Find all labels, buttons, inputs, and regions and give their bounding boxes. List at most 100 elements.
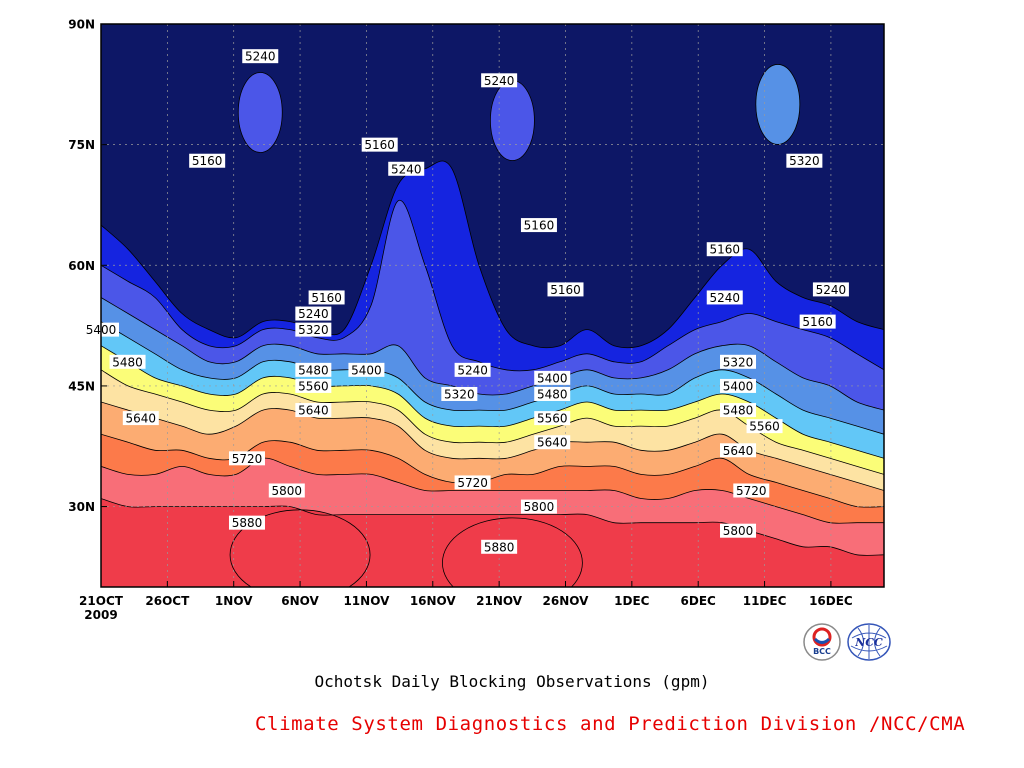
contour-label: 5800 [520, 499, 557, 514]
contour-label: 5320 [441, 386, 478, 401]
bcc-logo: BCC [803, 623, 841, 661]
contour-label-text: 5320 [298, 323, 329, 337]
closed-region-5240 [237, 72, 283, 153]
contour-label: 5720 [228, 451, 265, 466]
contour-label-text: 5720 [457, 476, 488, 490]
contour-label: 5400 [720, 378, 757, 393]
bcc-logo-text: BCC [813, 647, 831, 656]
contour-label-text: 5640 [537, 436, 568, 450]
contour-fills [101, 24, 884, 587]
contour-label: 5640 [295, 403, 332, 418]
contour-label-text: 5400 [351, 363, 382, 377]
plot-frame [100, 23, 885, 588]
x-tick-label: 26NOV [543, 594, 590, 608]
ncc-logo: NCC [847, 623, 891, 661]
contour-label-text: 5640 [723, 444, 754, 458]
contour-label: 5560 [746, 419, 783, 434]
y-axis: 30N 45N 60N 75N 90N [68, 18, 107, 514]
contour-label-text: 5560 [749, 420, 780, 434]
y-tick-label: 30N [68, 500, 95, 514]
closed-region-5320 [755, 64, 801, 145]
contour-label: 5160 [520, 218, 557, 233]
contour-label: 5160 [547, 282, 584, 297]
contour-label-text: 5240 [391, 162, 422, 176]
contour-label-text: 5640 [126, 412, 157, 426]
contour-label: 5240 [295, 306, 332, 321]
contour-label-text: 5480 [112, 355, 143, 369]
contour-label-text: 5160 [802, 315, 833, 329]
contour-label-text: 5160 [311, 291, 342, 305]
contour-label-text: 5160 [550, 283, 581, 297]
contour-label-text: 5880 [484, 540, 515, 554]
x-tick-label: 1DEC [614, 594, 650, 608]
x-year-label: 2009 [84, 608, 117, 622]
contour-label: 5720 [733, 483, 770, 498]
contour-label: 5640 [720, 443, 757, 458]
contour-label-text: 5320 [444, 387, 475, 401]
contour-label: 5880 [228, 515, 265, 530]
contour-label-text: 5560 [298, 379, 329, 393]
contour-label-text: 5240 [484, 74, 515, 88]
y-tick-label: 90N [68, 18, 95, 32]
x-tick-label: 21NOV [476, 594, 523, 608]
contour-label-text: 5480 [723, 404, 754, 418]
contour-label: 5320 [786, 153, 823, 168]
contour-label-text: 5400 [723, 379, 754, 393]
x-tick-label: 6NOV [281, 594, 319, 608]
contour-label-text: 5240 [709, 291, 740, 305]
contour-label-text: 5400 [537, 371, 568, 385]
contour-label: 5160 [706, 242, 743, 257]
contour-label-text: 5160 [709, 243, 740, 257]
contour-label: 5480 [109, 354, 146, 369]
contour-label: 5160 [799, 314, 836, 329]
contour-label-text: 5240 [816, 283, 847, 297]
x-tick-label: 26OCT [145, 594, 190, 608]
contour-label: 5320 [720, 354, 757, 369]
contour-line-5240 [101, 200, 884, 372]
contour-label-text: 5880 [232, 516, 263, 530]
contour-label: 5480 [295, 362, 332, 377]
y-tick-label: 75N [68, 138, 95, 152]
contour-label: 5480 [720, 403, 757, 418]
x-tick-label: 11NOV [343, 594, 390, 608]
contour-label: 5480 [534, 386, 571, 401]
contour-label-text: 5160 [364, 138, 395, 152]
credit-line: Climate System Diagnostics and Predictio… [255, 713, 966, 735]
contour-label: 5160 [308, 290, 345, 305]
contour-label-text: 5240 [298, 307, 329, 321]
contour-label-text: 5720 [736, 484, 767, 498]
contour-label-text: 5560 [537, 412, 568, 426]
contour-line-5160 [101, 160, 884, 349]
contour-label: 5560 [295, 378, 332, 393]
contour-label-text: 5720 [232, 452, 263, 466]
y-tick-label: 45N [68, 379, 95, 393]
contour-label: 5240 [242, 49, 279, 64]
x-tick-label: 21OCT [79, 594, 124, 608]
x-tick-label: 6DEC [681, 594, 717, 608]
x-tick-label: 16NOV [410, 594, 457, 608]
contour-label: 5800 [268, 483, 305, 498]
contour-label-text: 5160 [192, 154, 223, 168]
y-tick-label: 60N [68, 259, 95, 273]
contour-label-text: 5640 [298, 404, 329, 418]
contour-label: 5400 [534, 370, 571, 385]
chart-title: Ochotsk Daily Blocking Observations (gpm… [314, 672, 710, 691]
contour-label-text: 5480 [537, 387, 568, 401]
closed-region-5880 [229, 509, 371, 587]
contour-label-text: 5240 [457, 363, 488, 377]
closed-region-5240 [490, 80, 535, 161]
contour-label: 5640 [122, 411, 159, 426]
contour-labels: 5240 5240 5160 5160 5240 5160 5160 5320 5160 5240… [83, 49, 849, 554]
contour-label: 5560 [534, 411, 571, 426]
contour-label-text: 5160 [524, 219, 555, 233]
contour-label-text: 5240 [245, 50, 276, 64]
contour-label: 5800 [720, 523, 757, 538]
contour-label-text: 5320 [789, 154, 820, 168]
x-tick-label: 11DEC [743, 594, 787, 608]
contour-line-5320 [101, 297, 884, 411]
contour-label-text: 5800 [272, 484, 303, 498]
contour-label: 5880 [481, 539, 518, 554]
contour-label-text: 5800 [723, 524, 754, 538]
ncc-logo-text: NCC [854, 636, 883, 649]
